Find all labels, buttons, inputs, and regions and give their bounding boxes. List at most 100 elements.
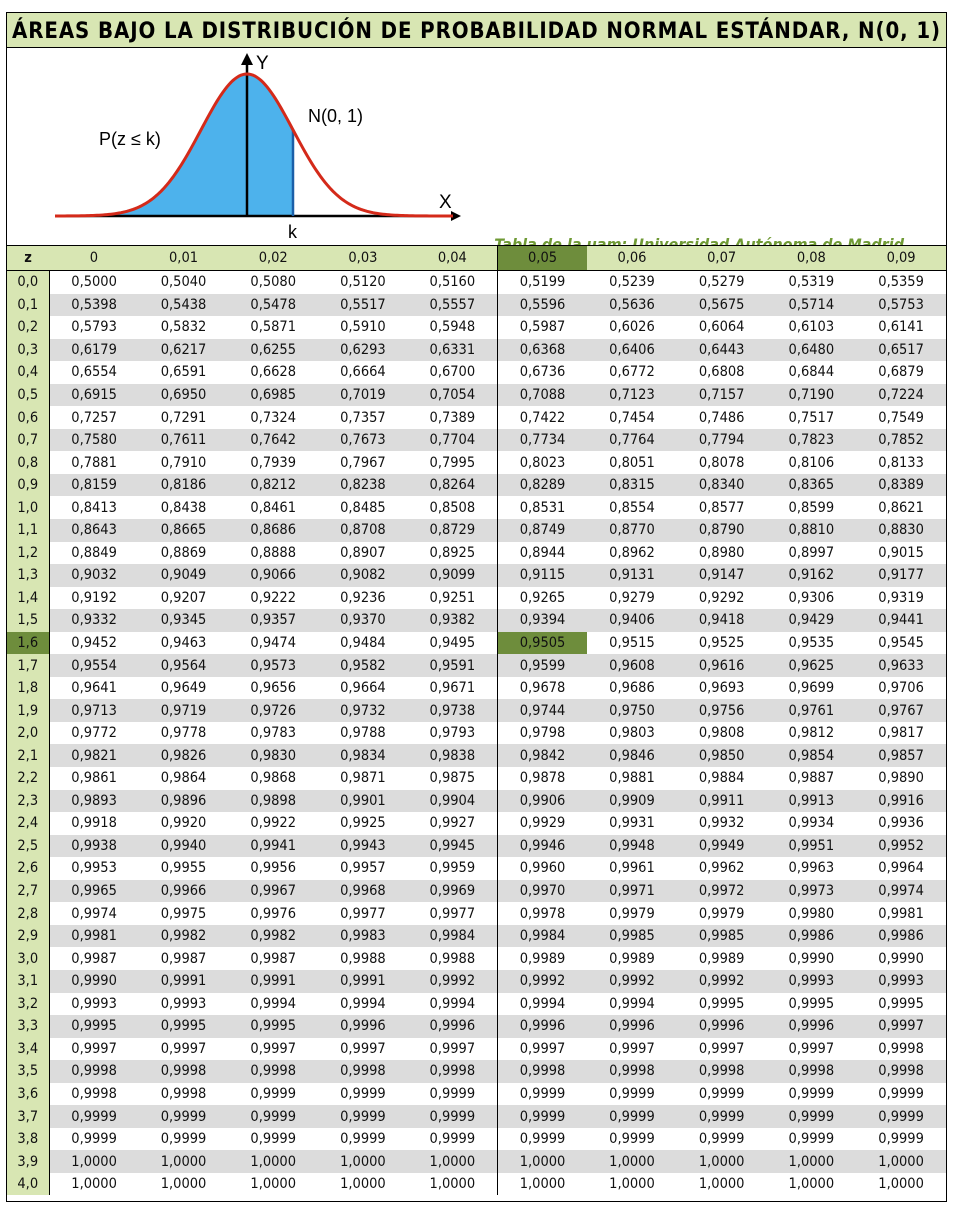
probability-cell: 0,9999 (766, 1105, 857, 1128)
probability-cell: 0,9821 (49, 744, 139, 768)
probability-cell: 0,9997 (407, 1037, 498, 1061)
probability-cell: 0,8810 (766, 519, 857, 542)
probability-cell: 0,5910 (340, 319, 386, 336)
probability-cell: 0,9573 (228, 654, 319, 677)
probability-cell: 0,8365 (766, 473, 857, 497)
table-row: 3,4 0,9997 0,9997 0,9997 0,9997 0,9997 0,9997 0… (7, 1037, 946, 1061)
probability-cell: 0,9082 (318, 564, 408, 587)
column-header: 0,08 (766, 245, 857, 271)
probability-cell: 0,9999 (160, 1131, 207, 1148)
probability-cell: 0,9671 (407, 676, 498, 700)
probability-cell: 0,9997 (788, 1040, 835, 1057)
table-row: 2,0 0,9772 0,9778 0,9783 0,9788 0,9793 0,9798 0… (7, 721, 946, 745)
probability-cell: 0,8790 (676, 519, 767, 542)
probability-cell: 0,6255 (228, 338, 319, 362)
probability-cell: 0,6879 (878, 364, 924, 381)
probability-cell: 0,9131 (587, 564, 677, 587)
z-value-cell: 3,6 (7, 1082, 50, 1106)
probability-cell: 0,7549 (878, 409, 924, 426)
probability-cell: 1,0000 (698, 1176, 745, 1193)
probability-cell: 0,9959 (407, 857, 498, 880)
z-value-cell: 3,0 (7, 947, 50, 970)
probability-cell: 0,9793 (407, 721, 498, 745)
probability-cell: 0,9999 (228, 1105, 319, 1128)
curve-label: N(0, 1) (308, 106, 363, 126)
probability-cell: 0,9015 (878, 544, 924, 561)
probability-cell: 0,6736 (519, 364, 566, 381)
probability-cell: 0,7673 (318, 428, 408, 452)
probability-cell: 0,7324 (250, 409, 297, 426)
probability-cell: 0,9207 (160, 589, 207, 606)
probability-cell: 0,8869 (160, 544, 207, 561)
probability-cell: 0,9878 (519, 770, 566, 787)
probability-cell: 0,6950 (138, 383, 229, 407)
probability-cell: 0,7939 (250, 454, 297, 471)
z-value-cell: 3,4 (7, 1037, 50, 1061)
probability-cell: 0,6443 (676, 338, 767, 362)
probability-cell: 0,9834 (318, 744, 408, 768)
z-value-cell: 2,9 (7, 924, 50, 948)
area-label: P(z ≤ k) (99, 129, 161, 149)
k-label: k (288, 222, 298, 242)
probability-cell: 0,7357 (340, 409, 386, 426)
probability-cell: 0,9279 (609, 589, 655, 606)
probability-cell: 0,8264 (407, 473, 498, 497)
probability-cell: 0,9772 (71, 725, 117, 742)
probability-cell: 0,7910 (160, 454, 207, 471)
probability-cell: 0,8289 (497, 473, 588, 497)
probability-cell: 0,9931 (609, 815, 655, 832)
probability-cell: 0,9332 (49, 609, 139, 632)
header-z: z (7, 245, 49, 271)
probability-cell: 0,8023 (519, 454, 566, 471)
probability-cell: 1,0000 (160, 1176, 207, 1193)
probability-cell: 1,0000 (676, 1150, 767, 1173)
probability-cell: 0,9996 (407, 1015, 498, 1038)
probability-cell: 0,5398 (49, 293, 139, 317)
table-row: 2,6 0,9953 0,9955 0,9956 0,9957 0,9959 0,9960 0… (7, 857, 946, 880)
probability-cell: 0,5239 (609, 274, 655, 291)
probability-cell: 0,9382 (407, 609, 498, 632)
probability-cell: 0,7734 (497, 428, 588, 452)
probability-cell: 0,9861 (71, 770, 117, 787)
probability-cell: 0,9929 (519, 815, 566, 832)
table-row: 1,1 0,8643 0,8665 0,8686 0,8708 0,8729 0,8749 0… (7, 519, 946, 542)
probability-cell: 0,9927 (407, 812, 498, 835)
probability-cell: 0,9265 (519, 589, 566, 606)
z-value-cell: 1,1 (7, 519, 50, 542)
probability-cell: 0,9913 (766, 789, 857, 813)
probability-cell: 0,9995 (49, 1015, 139, 1038)
probability-cell: 0,8849 (71, 544, 117, 561)
probability-cell: 0,8159 (49, 473, 139, 497)
probability-cell: 0,7054 (407, 383, 498, 407)
probability-cell: 0,7704 (407, 428, 498, 452)
probability-cell: 0,9991 (228, 969, 319, 993)
probability-cell: 0,7157 (676, 383, 767, 407)
probability-cell: 0,9999 (609, 1131, 655, 1148)
z-value-cell: 2,7 (7, 879, 50, 903)
probability-cell: 0,9992 (407, 969, 498, 993)
probability-cell: 0,9996 (497, 1015, 588, 1038)
probability-cell: 0,9925 (340, 815, 386, 832)
probability-cell: 0,9370 (318, 609, 408, 632)
table-row: 4,0 1,0000 1,0000 1,0000 1,0000 1,0000 1,0000 1… (7, 1172, 946, 1196)
probability-cell: 0,9904 (407, 789, 498, 813)
probability-cell: 0,9251 (407, 586, 498, 610)
table-row: 0,6 0,7257 0,7291 0,7324 0,7357 0,7389 0,7422 0… (7, 406, 946, 429)
probability-cell: 0,9441 (856, 609, 946, 632)
probability-cell: 0,5987 (519, 319, 566, 336)
page-title: ÁREAS BAJO LA DISTRIBUCIÓN DE PROBABILID… (7, 13, 946, 48)
probability-cell: 0,6517 (856, 338, 946, 362)
probability-cell: 0,9699 (788, 680, 835, 697)
probability-cell: 0,9936 (878, 815, 924, 832)
probability-cell: 0,9887 (788, 770, 835, 787)
probability-cell: 0,7852 (856, 428, 946, 452)
z-value-cell: 2,0 (7, 721, 50, 745)
probability-cell: 0,9986 (856, 924, 946, 948)
header-row: z 0 0,01 0,02 0,03 0,04 0,05 0,06 0,07 0,08 0,09 (7, 245, 946, 271)
probability-cell: 0,9564 (138, 654, 229, 677)
probability-cell: 0,8438 (160, 499, 207, 516)
probability-cell: 0,9979 (698, 905, 745, 922)
probability-cell: 0,6368 (497, 338, 588, 362)
z-value-cell: 2,3 (7, 789, 50, 813)
probability-cell: 0,9893 (49, 789, 139, 813)
